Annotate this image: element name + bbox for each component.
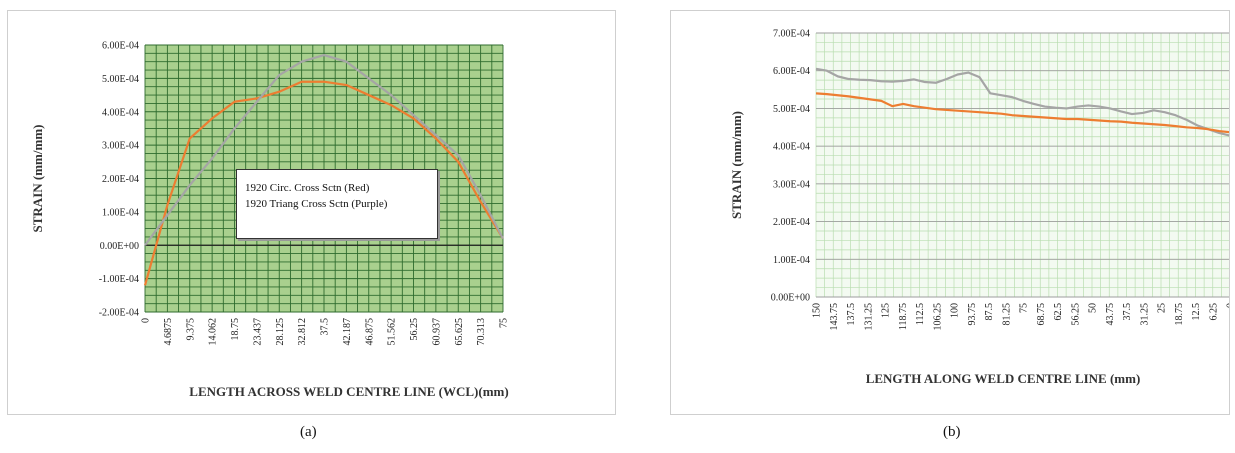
x-tick-label: 12.5 [1191,303,1202,321]
y-tick-label: 6.00E-04 [773,66,810,77]
x-tick-label: 25 [1157,303,1168,313]
x-tick-label: 75 [1019,303,1030,313]
x-tick-label: 106.25 [932,303,943,331]
y-tick-label: 1.00E-04 [102,207,139,218]
x-tick-label: 150 [812,303,823,318]
x-tick-label: 4.6875 [163,318,174,346]
x-tick-label: 18.75 [1174,303,1185,326]
x-tick-label: 18.75 [230,318,241,341]
y-tick-label: 0.00E+00 [771,293,810,304]
x-tick-label: 37.5 [1122,303,1133,321]
x-tick-label: 0 [141,318,152,323]
x-tick-label: 51.562 [387,318,398,346]
x-tick-label: 56.25 [1070,303,1081,326]
legend-entry-red: 1920 Circ. Cross Sctn (Red) [245,182,370,194]
x-tick-label: 137.5 [846,303,857,326]
y-tick-label: 2.00E-04 [773,217,810,228]
x-tick-label: 9.375 [185,318,196,341]
y-tick-label: 3.00E-04 [102,141,139,152]
chart-b-svg: 7.00E-04 6.00E-04 5.00E-04 4.00E-04 3.00E-04… [729,29,1235,387]
series-line-1 [144,53,504,246]
chart-panel-b: 7.00E-04 6.00E-04 5.00E-04 4.00E-04 3.00E-04… [670,10,1235,415]
x-tick-label: 70.313 [476,318,487,346]
x-tick-label: 23.437 [252,318,263,346]
x-tick-label: 65.625 [454,318,465,346]
y-tick-label: 6.00E-04 [102,41,139,52]
y-tick-label: 3.00E-04 [773,179,810,190]
y-tick-label: 1.00E-04 [773,255,810,266]
x-tick-label: 31.25 [1139,303,1150,326]
x-tick-label: 46.875 [364,318,375,346]
x-tick-label: 32.812 [297,318,308,346]
x-tick-label: 87.5 [984,303,995,321]
x-tick-label: 68.75 [1036,303,1047,326]
y-axis-title: STRAIN (mm/mm) [729,111,744,219]
y-tick-label: 5.00E-04 [773,104,810,115]
x-tick-label: 43.75 [1105,303,1116,326]
x-tick-label: 50 [1088,303,1099,313]
x-tick-label: 131.25 [863,303,874,331]
legend-entry-purple: 1920 Triang Cross Sctn (Purple) [245,198,388,210]
y-tick-label: 7.00E-04 [773,29,810,40]
y-axis-title: STRAIN (mm/mm) [30,125,45,233]
y-tick-label: 5.00E-04 [102,74,139,85]
x-tick-label: 75 [499,318,510,328]
y-tick-label: 4.00E-04 [773,142,810,153]
series-line-0 [143,80,504,286]
x-axis-title: LENGTH ACROSS WELD CENTRE LINE (WCL)(mm) [189,384,508,399]
x-tick-label: 62.5 [1053,303,1064,321]
x-tick-label: 93.75 [967,303,978,326]
caption-a: (a) [300,424,317,440]
series-line-0 [815,67,1231,137]
y-tick-label: -2.00E-04 [99,308,139,319]
x-tick-label: 118.75 [898,303,909,330]
x-tick-label: 42.187 [342,318,353,346]
x-tick-label: 125 [881,303,892,318]
y-tick-label: -1.00E-04 [99,274,139,285]
x-tick-label: 60.937 [431,318,442,346]
x-tick-label: 6.25 [1208,303,1219,321]
y-tick-label: 4.00E-04 [102,107,139,118]
caption-b: (b) [943,424,961,440]
y-tick-label: 2.00E-04 [102,174,139,185]
chart-panel-a: 6.00E-04 5.00E-04 4.00E-04 3.00E-04 2.00E-04… [7,10,616,415]
x-axis-title: LENGTH ALONG WELD CENTRE LINE (mm) [866,371,1141,386]
legend-a: 1920 Circ. Cross Sctn (Red) 1920 Triang … [236,169,438,239]
x-tick-label: 14.062 [208,318,219,346]
x-tick-label: 81.25 [1001,303,1012,326]
x-tick-label: 0 [1226,303,1230,308]
x-tick-label: 112.5 [915,303,926,325]
x-tick-label: 100 [950,303,961,318]
series-line-1 [815,92,1231,134]
x-tick-label: 28.125 [275,318,286,346]
x-tick-label: 37.5 [320,318,331,336]
y-tick-label: 0.00E+00 [100,241,139,252]
x-tick-label: 143.75 [829,303,840,331]
x-tick-label: 56.25 [409,318,420,341]
